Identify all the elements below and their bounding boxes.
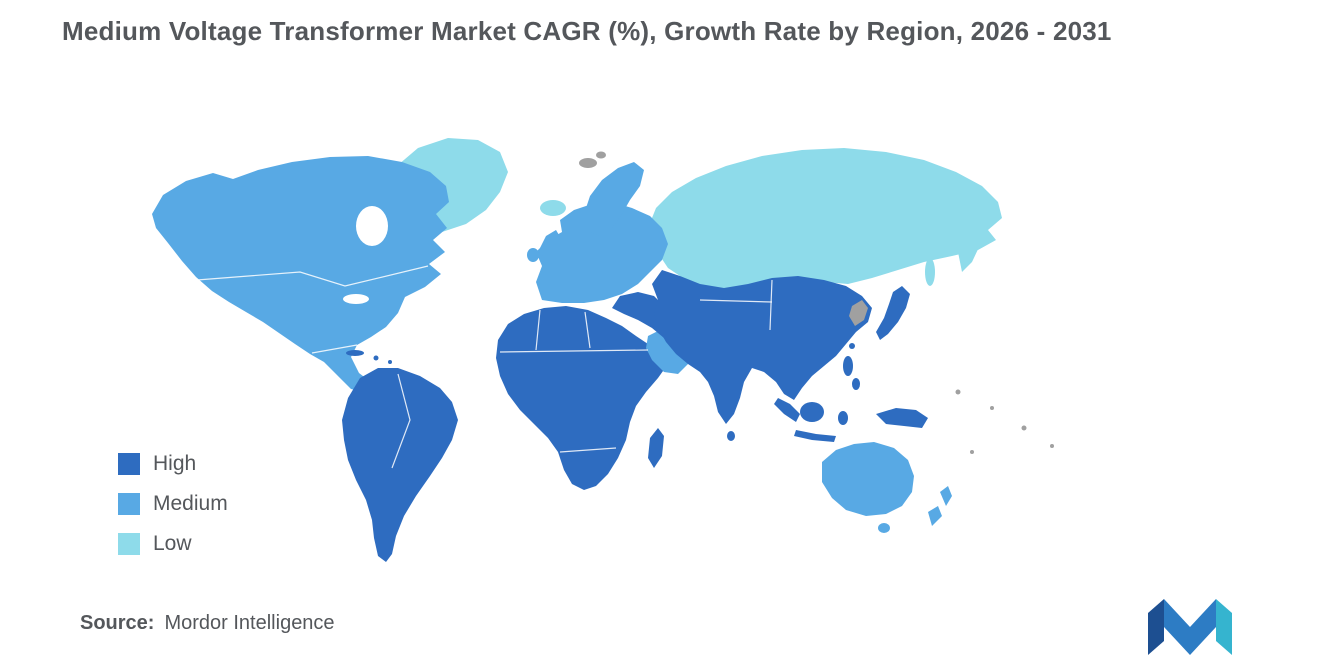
hudson-bay-water xyxy=(356,206,388,246)
chart-title: Medium Voltage Transformer Market CAGR (… xyxy=(62,16,1112,46)
source-label: Source: xyxy=(80,612,155,634)
map-region-asia xyxy=(652,270,928,442)
mordor-logo-middle-up xyxy=(1190,599,1216,655)
legend-item-high: High xyxy=(118,452,228,476)
legend-swatch-low xyxy=(118,533,140,555)
map-region-pacific-islands xyxy=(955,389,1054,454)
map-region-africa xyxy=(496,306,668,490)
mordor-logo-left-stroke xyxy=(1148,599,1164,655)
legend-label-low: Low xyxy=(153,532,192,555)
source-line: Source: Mordor Intelligence xyxy=(80,612,335,635)
legend-item-medium: Medium xyxy=(118,492,228,516)
map-region-japan xyxy=(876,286,910,340)
legend-label-medium: Medium xyxy=(153,492,228,515)
map-region-caribbean xyxy=(346,350,392,364)
map-region-iceland xyxy=(540,200,566,216)
map-region-svalbard xyxy=(579,151,606,168)
mordor-logo-middle-down xyxy=(1164,599,1190,655)
map-region-north-america xyxy=(152,156,449,393)
legend-label-high: High xyxy=(153,452,197,475)
legend: High Medium Low xyxy=(118,452,228,556)
map-region-europe xyxy=(527,162,668,303)
legend-swatch-medium xyxy=(118,493,140,515)
legend-item-low: Low xyxy=(118,532,228,556)
mordor-logo-right-stroke xyxy=(1216,599,1232,655)
mordor-logo xyxy=(1148,599,1232,655)
map-region-south-korea xyxy=(849,300,868,326)
legend-swatch-high xyxy=(118,453,140,475)
map-region-south-america xyxy=(342,368,458,562)
source-value: Mordor Intelligence xyxy=(164,612,335,634)
map-region-australia-nz xyxy=(822,442,952,533)
great-lakes-water xyxy=(343,294,369,304)
map-region-russia xyxy=(648,148,1002,290)
country-borders xyxy=(196,265,773,469)
